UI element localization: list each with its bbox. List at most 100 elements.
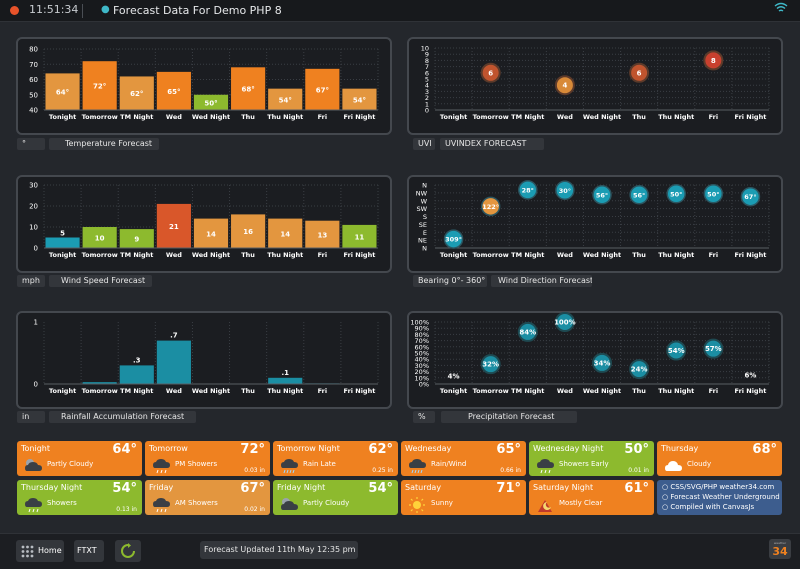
data-point [480, 354, 501, 375]
data-point [517, 321, 538, 342]
card-period: Wednesday [405, 444, 452, 453]
wind-speed-chart: 0 10 20 30 5 10 9 21 14 16 14 13 11 Tonight Tomorrow TM… [16, 175, 392, 273]
refresh-button[interactable] [115, 540, 141, 562]
x-tick-label: Fri Night [735, 113, 767, 121]
y-tick-label: 0 [34, 245, 38, 253]
rainfall-panel: 0 1 .3 .7 .1 Tonight Tomorrow TM Night Wed Wed Ni… [16, 311, 392, 409]
card-condition: Showers [47, 499, 77, 507]
partly-cloudy-night-icon [25, 459, 42, 471]
ftxt-button[interactable]: FTXT [74, 540, 104, 562]
x-tick-label: Thu Night [658, 113, 694, 121]
home-label: Home [38, 546, 62, 555]
y-tick-label: 9 [425, 51, 429, 59]
bar-value-label: .1 [281, 369, 289, 377]
y-tick-label: 60% [415, 343, 429, 351]
x-tick-label: Tomorrow [473, 251, 509, 259]
data-point [666, 184, 686, 204]
card-period: Tonight [21, 444, 50, 453]
card-condition: Cloudy [687, 460, 712, 468]
bar [82, 61, 117, 110]
card-temperature: 54° [112, 481, 137, 496]
y-tick-label: NW [416, 189, 428, 197]
point-value-label: 4% [448, 373, 460, 381]
x-tick-label: Fri [318, 251, 327, 259]
x-tick-label: TM Night [511, 387, 544, 395]
card-period: Saturday Night [533, 483, 594, 492]
y-tick-label: 2 [425, 94, 429, 102]
card-period: Tomorrow Night [277, 444, 340, 453]
logo-small-text: weather [773, 541, 787, 545]
logo-number: 34 [772, 545, 788, 558]
bar [82, 382, 117, 384]
bar-value-label: 67° [316, 86, 329, 94]
forecast-card: Saturday Night 61° Mostly Clear [529, 480, 654, 515]
card-condition: Sunny [431, 499, 453, 507]
card-rain-amount: 0.66 in [500, 467, 521, 474]
card-temperature: 71° [496, 481, 521, 496]
card-period: Friday Night [277, 483, 326, 492]
point-value-label: 57% [705, 345, 722, 353]
precipitation-unit-label: % [413, 411, 435, 423]
grid-icon [21, 545, 34, 558]
x-tick-label: Wed Night [192, 387, 230, 395]
forecast-card: Tomorrow Night 62° Rain Late 0.25 in [273, 441, 398, 476]
y-tick-label: 3 [425, 88, 429, 96]
x-tick-label: TM Night [511, 251, 544, 259]
x-tick-label: Thu [632, 113, 646, 121]
x-tick-label: Wed Night [583, 113, 621, 121]
bar-value-label: .3 [133, 356, 141, 364]
point-value-label: 8 [711, 57, 716, 65]
x-tick-label: Thu Night [658, 387, 694, 395]
y-tick-label: 1 [34, 319, 38, 327]
point-value-label: 50° [707, 190, 719, 198]
x-tick-label: TM Night [511, 113, 544, 121]
y-tick-label: 7 [425, 63, 429, 71]
x-tick-label: Tonight [49, 113, 76, 121]
data-point [629, 359, 650, 380]
bar [268, 218, 303, 248]
bar-value-label: 11 [355, 233, 365, 241]
temperature-chart-title: Temperature Forecast [49, 138, 159, 150]
bar [231, 214, 266, 248]
data-point [703, 338, 724, 359]
bar-value-label: .7 [170, 332, 178, 340]
data-point [592, 352, 612, 373]
bar [268, 88, 303, 110]
card-condition: Mostly Clear [559, 499, 603, 507]
point-value-label: 6 [488, 69, 493, 77]
x-tick-label: Fri Night [735, 251, 767, 259]
wind-direction-chart-title: Wind Direction Forecast [491, 275, 592, 287]
divider [82, 4, 83, 18]
uvi-chart-title: UVINDEX FORECAST [440, 138, 544, 150]
y-tick-label: 10 [29, 224, 38, 232]
point-value-label: 56° [633, 191, 645, 199]
home-button[interactable]: Home [16, 540, 64, 562]
bar [82, 227, 117, 248]
bar [119, 365, 154, 384]
y-tick-label: 0 [34, 381, 38, 389]
x-tick-label: Fri Night [344, 251, 376, 259]
y-tick-label: SE [419, 221, 427, 229]
point-value-label: 122° [482, 203, 499, 211]
x-tick-label: Thu Night [267, 251, 303, 259]
uvi-unit-label: UVI [413, 138, 435, 150]
y-tick-label: 1 [425, 100, 429, 108]
forecast-card: Thursday Night 54° Showers 0.13 in [17, 480, 142, 515]
card-temperature: 62° [368, 442, 393, 457]
x-tick-label: Tonight [440, 251, 467, 259]
rainfall-chart: 0 1 .3 .7 .1 Tonight Tomorrow TM Night Wed Wed Ni… [16, 311, 392, 409]
x-tick-label: Tonight [49, 251, 76, 259]
cloudy-icon [665, 461, 682, 471]
x-tick-label: Wed [166, 113, 182, 121]
x-tick-label: Wed Night [583, 387, 621, 395]
x-tick-label: Fri Night [344, 113, 376, 121]
temperature-panel: 40 50 60 70 80 64° 72° 62° 65° 50° 68° 54° 67° 54° Ton… [16, 37, 392, 135]
x-tick-label: Fri [318, 113, 327, 121]
card-condition: Rain/Wind [431, 460, 467, 468]
x-tick-label: Fri [709, 113, 718, 121]
bar [193, 218, 229, 248]
weather34-logo[interactable]: weather 34 [769, 539, 791, 559]
x-tick-label: Tonight [440, 113, 467, 121]
